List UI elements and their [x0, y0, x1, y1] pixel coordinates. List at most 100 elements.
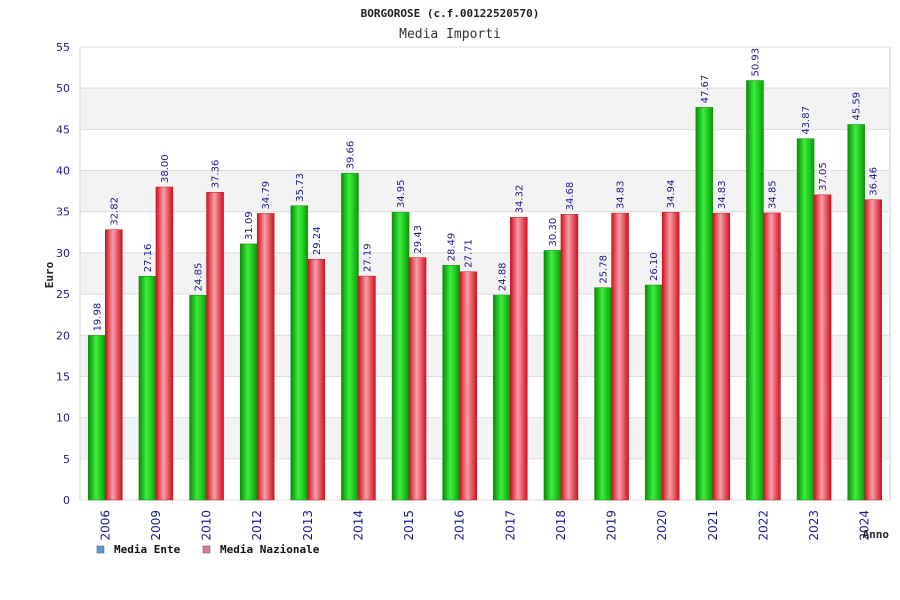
- bar-media-nazionale-2012: [256, 213, 275, 501]
- y-tick-label: 20: [56, 329, 70, 342]
- bar-media-ente-2020: [644, 284, 663, 501]
- x-tick-label-2012: 2012: [250, 510, 264, 541]
- x-tick-label-2009: 2009: [149, 510, 163, 541]
- data-label-media-nazionale-2020: 34.94: [666, 180, 677, 209]
- bar-media-ente-2010: [189, 295, 207, 501]
- data-label-media-ente-2019: 25.78: [599, 255, 610, 284]
- x-tick-label-2019: 2019: [605, 510, 619, 541]
- data-label-media-nazionale-2018: 34.68: [565, 182, 576, 211]
- data-label-media-nazionale-2014: 27.19: [362, 243, 373, 272]
- bar-media-nazionale-2018: [560, 214, 579, 501]
- legend-swatch-media-nazionale: [202, 545, 211, 554]
- y-tick-label: 0: [63, 494, 70, 507]
- bar-media-nazionale-2009: [155, 186, 174, 501]
- data-label-media-ente-2014: 39.66: [345, 141, 356, 170]
- x-tick-label-2020: 2020: [655, 510, 669, 541]
- data-label-media-ente-2023: 43.87: [801, 106, 812, 135]
- data-label-media-ente-2015: 34.95: [396, 179, 407, 208]
- bar-media-ente-2016: [442, 265, 460, 501]
- bar-media-nazionale-2014: [358, 275, 376, 501]
- x-tick-label-2016: 2016: [453, 510, 467, 541]
- bar-media-ente-2014: [341, 173, 359, 501]
- data-label-media-ente-2020: 26.10: [649, 252, 660, 281]
- x-tick-label-2014: 2014: [351, 510, 365, 541]
- data-labels: 19.98 32.82 27.16 38.00 24.85 37.36 31.09 34.79…: [92, 48, 879, 332]
- bar-media-nazionale-2013: [307, 258, 326, 501]
- bar-media-nazionale-2021: [712, 212, 731, 501]
- bar-media-nazionale-2006: [105, 229, 123, 501]
- x-tick-label-2023: 2023: [807, 510, 821, 541]
- data-label-media-ente-2010: 24.85: [194, 263, 205, 292]
- x-tick-label-2018: 2018: [554, 510, 568, 541]
- data-label-media-ente-2021: 47.67: [700, 75, 711, 104]
- data-label-media-ente-2013: 35.73: [295, 173, 306, 202]
- data-label-media-nazionale-2017: 34.32: [514, 185, 525, 214]
- data-label-media-nazionale-2015: 29.43: [413, 225, 424, 254]
- legend: Media Ente Media Nazionale: [96, 543, 320, 556]
- bar-media-ente-2021: [695, 107, 714, 501]
- y-tick-label: 50: [56, 82, 70, 95]
- x-tick-label-2013: 2013: [301, 510, 315, 541]
- bar-media-ente-2022: [746, 80, 764, 501]
- y-axis-ticks: 0 5 10 15 20 25 30 35 40 45 50 55: [56, 41, 70, 507]
- data-label-media-ente-2016: 28.49: [447, 233, 458, 262]
- data-label-media-ente-2006: 19.98: [92, 303, 103, 332]
- bar-media-nazionale-2023: [813, 194, 832, 501]
- bar-media-ente-2006: [88, 335, 106, 501]
- bar-media-nazionale-2024: [864, 199, 882, 501]
- bar-media-nazionale-2022: [763, 212, 781, 501]
- bar-media-ente-2023: [796, 138, 815, 501]
- y-tick-label: 5: [63, 453, 70, 466]
- y-tick-label: 55: [56, 41, 70, 54]
- bar-media-nazionale-2019: [611, 212, 629, 501]
- y-tick-label: 30: [56, 247, 70, 260]
- y-tick-label: 35: [56, 206, 70, 219]
- data-label-media-ente-2009: 27.16: [143, 244, 154, 273]
- bar-media-nazionale-2017: [510, 217, 528, 501]
- y-tick-label: 45: [56, 123, 70, 136]
- data-label-media-nazionale-2023: 37.05: [818, 162, 829, 191]
- data-label-media-ente-2017: 24.88: [497, 262, 508, 291]
- bar-media-ente-2013: [290, 205, 309, 501]
- bar-media-nazionale-2015: [408, 257, 427, 501]
- data-label-media-nazionale-2010: 37.36: [211, 160, 222, 189]
- legend-label-media-nazionale: Media Nazionale: [220, 543, 320, 556]
- x-tick-label-2021: 2021: [706, 510, 720, 541]
- data-label-media-nazionale-2012: 34.79: [261, 181, 272, 210]
- legend-swatch-media-ente: [96, 545, 105, 554]
- data-label-media-nazionale-2019: 34.83: [616, 180, 627, 209]
- bar-media-nazionale-2020: [661, 211, 680, 501]
- x-tick-label-2024: 2024: [858, 510, 872, 541]
- bar-media-ente-2015: [391, 211, 410, 501]
- data-label-media-nazionale-2022: 34.85: [767, 180, 778, 209]
- bar-media-ente-2019: [594, 287, 612, 501]
- y-tick-label: 15: [56, 370, 70, 383]
- bar-media-ente-2024: [847, 124, 865, 501]
- x-tick-label-2006: 2006: [98, 510, 112, 541]
- bars: [88, 80, 882, 501]
- chart-title: BORGOROSE (c.f.00122520570): [361, 7, 540, 20]
- bar-media-nazionale-2010: [206, 192, 224, 501]
- bar-media-ente-2018: [543, 250, 562, 501]
- data-label-media-nazionale-2009: 38.00: [160, 154, 171, 183]
- data-label-media-nazionale-2024: 36.46: [869, 167, 880, 196]
- chart-subtitle: Media Importi: [399, 27, 501, 42]
- data-label-media-nazionale-2021: 34.83: [717, 180, 728, 209]
- x-tick-label-2022: 2022: [756, 510, 770, 541]
- x-tick-label-2010: 2010: [200, 510, 214, 541]
- data-label-media-ente-2022: 50.93: [750, 48, 761, 77]
- y-axis-label: Euro: [43, 261, 56, 288]
- data-label-media-nazionale-2016: 27.71: [464, 239, 475, 268]
- legend-label-media-ente: Media Ente: [114, 543, 181, 556]
- data-label-media-ente-2018: 30.30: [548, 218, 559, 247]
- y-tick-label: 10: [56, 412, 70, 425]
- bar-media-ente-2012: [239, 243, 258, 501]
- y-tick-label: 40: [56, 165, 70, 178]
- bar-media-ente-2017: [493, 294, 511, 501]
- x-axis-label: Anno: [863, 528, 890, 541]
- x-tick-label-2017: 2017: [503, 510, 517, 541]
- x-tick-label-2015: 2015: [402, 510, 416, 541]
- bar-media-nazionale-2016: [459, 271, 477, 501]
- data-label-media-nazionale-2006: 32.82: [109, 197, 120, 226]
